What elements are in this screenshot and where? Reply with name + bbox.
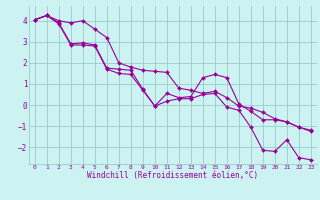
X-axis label: Windchill (Refroidissement éolien,°C): Windchill (Refroidissement éolien,°C)	[87, 171, 258, 180]
